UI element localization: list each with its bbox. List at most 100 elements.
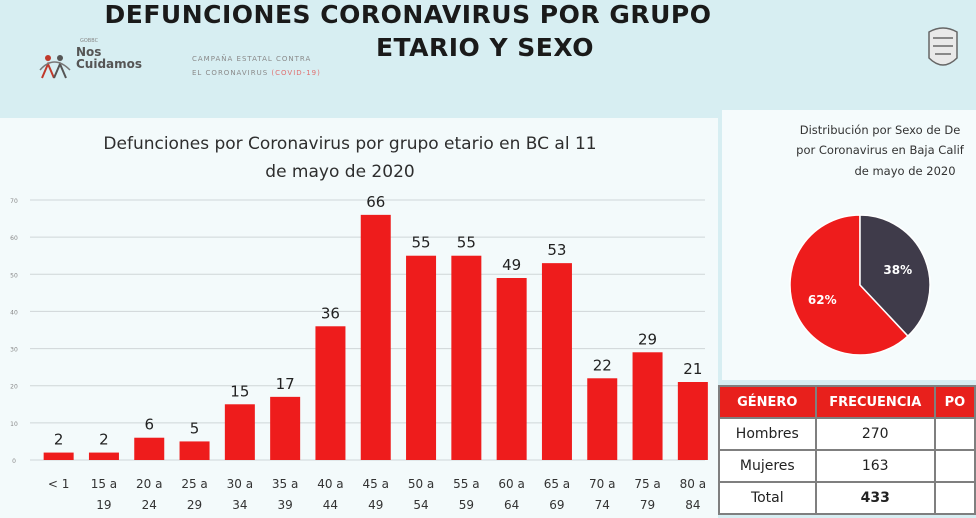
bar <box>406 255 437 460</box>
table-row: Total 433 <box>718 481 976 515</box>
table-cell: 433 <box>814 481 936 515</box>
campaign-line2: EL CORONAVIRUS <box>192 69 269 77</box>
x-tick-label: 49 <box>368 498 383 512</box>
table-cell: Hombres <box>718 417 817 451</box>
bar <box>224 404 255 460</box>
x-tick-label: 25 a <box>181 477 207 491</box>
table-cell: Total <box>718 481 817 515</box>
x-tick-label: 80 a <box>680 477 706 491</box>
y-tick-label: 60 <box>10 235 18 242</box>
data-label: 17 <box>276 375 295 393</box>
bar <box>270 396 301 460</box>
bar <box>587 378 618 460</box>
pie-slice <box>789 214 909 356</box>
table-header-frecuencia: FRECUENCIA <box>814 385 936 419</box>
bar-chart: 0 10 20 30 40 50 60 70 2 < 1 2 15 a 19 6 20 a 24 5 25 a 29… <box>10 193 708 512</box>
bar <box>677 382 708 460</box>
pie-chart: 62% 38% <box>789 214 931 356</box>
state-seal-icon <box>928 27 958 66</box>
y-tick-label: 50 <box>10 272 18 279</box>
table-cell <box>933 449 976 483</box>
campaign-line1: CAMPAÑA ESTATAL CONTRA <box>192 55 312 63</box>
y-tick-label: 70 <box>10 198 18 205</box>
table-cell <box>933 481 976 515</box>
table-header-porcentaje: PO <box>933 385 976 419</box>
y-tick-label: 20 <box>10 384 18 391</box>
bar <box>134 437 165 460</box>
data-label: 21 <box>683 360 702 378</box>
x-tick-label: 64 <box>504 498 519 512</box>
x-tick-label: 69 <box>549 498 564 512</box>
pie-slice-label: 38% <box>883 263 912 277</box>
pie-slice-label: 62% <box>808 293 837 307</box>
bar <box>541 263 572 460</box>
campaign-text: CAMPAÑA ESTATAL CONTRA EL CORONAVIRUS (C… <box>192 52 321 80</box>
data-label: 5 <box>190 419 200 437</box>
y-tick-label: 0 <box>12 458 16 465</box>
table-row: Hombres 270 <box>718 417 976 451</box>
data-label: 66 <box>366 193 385 211</box>
x-tick-label: 65 a <box>544 477 570 491</box>
page-title-line2: ETARIO Y SEXO <box>375 33 595 62</box>
data-label: 55 <box>412 234 431 252</box>
x-tick-label: 59 <box>459 498 474 512</box>
bar <box>179 441 210 460</box>
x-tick-label: 55 a <box>453 477 479 491</box>
data-label: 15 <box>230 382 249 400</box>
pie-slice <box>859 214 931 338</box>
x-tick-label: 40 a <box>317 477 343 491</box>
data-label: 2 <box>54 431 64 449</box>
pie-title-line2: por Coronavirus en Baja Calif <box>796 143 964 157</box>
x-tick-label: 50 a <box>408 477 434 491</box>
table-header-genero: GÉNERO <box>718 385 817 419</box>
x-tick-label: 15 a <box>91 477 117 491</box>
data-label: 22 <box>593 356 612 374</box>
x-tick-label: 75 a <box>634 477 660 491</box>
x-tick-label: 19 <box>96 498 111 512</box>
gender-table: GÉNERO FRECUENCIA PO Hombres 270 Mujeres… <box>718 385 976 515</box>
campaign-covid: (COVID-19) <box>271 69 321 77</box>
data-label: 49 <box>502 256 521 274</box>
data-label: 6 <box>144 416 154 434</box>
logo-small-text: GOBBC <box>80 38 99 44</box>
x-tick-label: 24 <box>142 498 157 512</box>
bar <box>315 326 346 460</box>
bar-chart-title-line2: de mayo de 2020 <box>265 162 415 182</box>
table-cell: 270 <box>814 417 936 451</box>
table-cell: 163 <box>814 449 936 483</box>
bar <box>360 214 391 460</box>
y-tick-label: 30 <box>10 347 18 354</box>
x-tick-label: 70 a <box>589 477 615 491</box>
table-row: Mujeres 163 <box>718 449 976 483</box>
logo-text-line1: Nos <box>76 45 102 59</box>
x-tick-label: 35 a <box>272 477 298 491</box>
table-cell <box>933 417 976 451</box>
x-tick-label: 84 <box>685 498 700 512</box>
y-tick-label: 40 <box>10 309 18 316</box>
bar <box>451 255 482 460</box>
bar-chart-title-line1: Defunciones por Coronavirus por grupo et… <box>103 134 597 154</box>
bar <box>43 452 74 460</box>
data-label: 53 <box>547 241 566 259</box>
x-tick-label: 20 a <box>136 477 162 491</box>
bar <box>632 352 663 460</box>
x-tick-label: 39 <box>278 498 293 512</box>
data-label: 2 <box>99 431 109 449</box>
x-tick-label: 60 a <box>498 477 524 491</box>
x-tick-label: 44 <box>323 498 338 512</box>
pie-title-line3: de mayo de 2020 <box>854 164 956 178</box>
nos-cuidamos-logo: GOBBC Nos Cuidamos <box>38 38 178 84</box>
x-tick-label: 30 a <box>227 477 253 491</box>
page-title-line1: DEFUNCIONES CORONAVIRUS POR GRUPO <box>104 0 712 29</box>
data-label: 55 <box>457 234 476 252</box>
x-tick-label: 45 a <box>363 477 389 491</box>
x-tick-label: < 1 <box>48 477 70 491</box>
y-tick-label: 10 <box>10 421 18 428</box>
x-tick-label: 34 <box>232 498 247 512</box>
x-tick-label: 74 <box>595 498 610 512</box>
family-icon <box>39 55 71 79</box>
x-tick-label: 54 <box>413 498 428 512</box>
table-header-row: GÉNERO FRECUENCIA PO <box>718 385 976 419</box>
data-label: 29 <box>638 330 657 348</box>
logo-text-line2: Cuidamos <box>76 57 143 71</box>
